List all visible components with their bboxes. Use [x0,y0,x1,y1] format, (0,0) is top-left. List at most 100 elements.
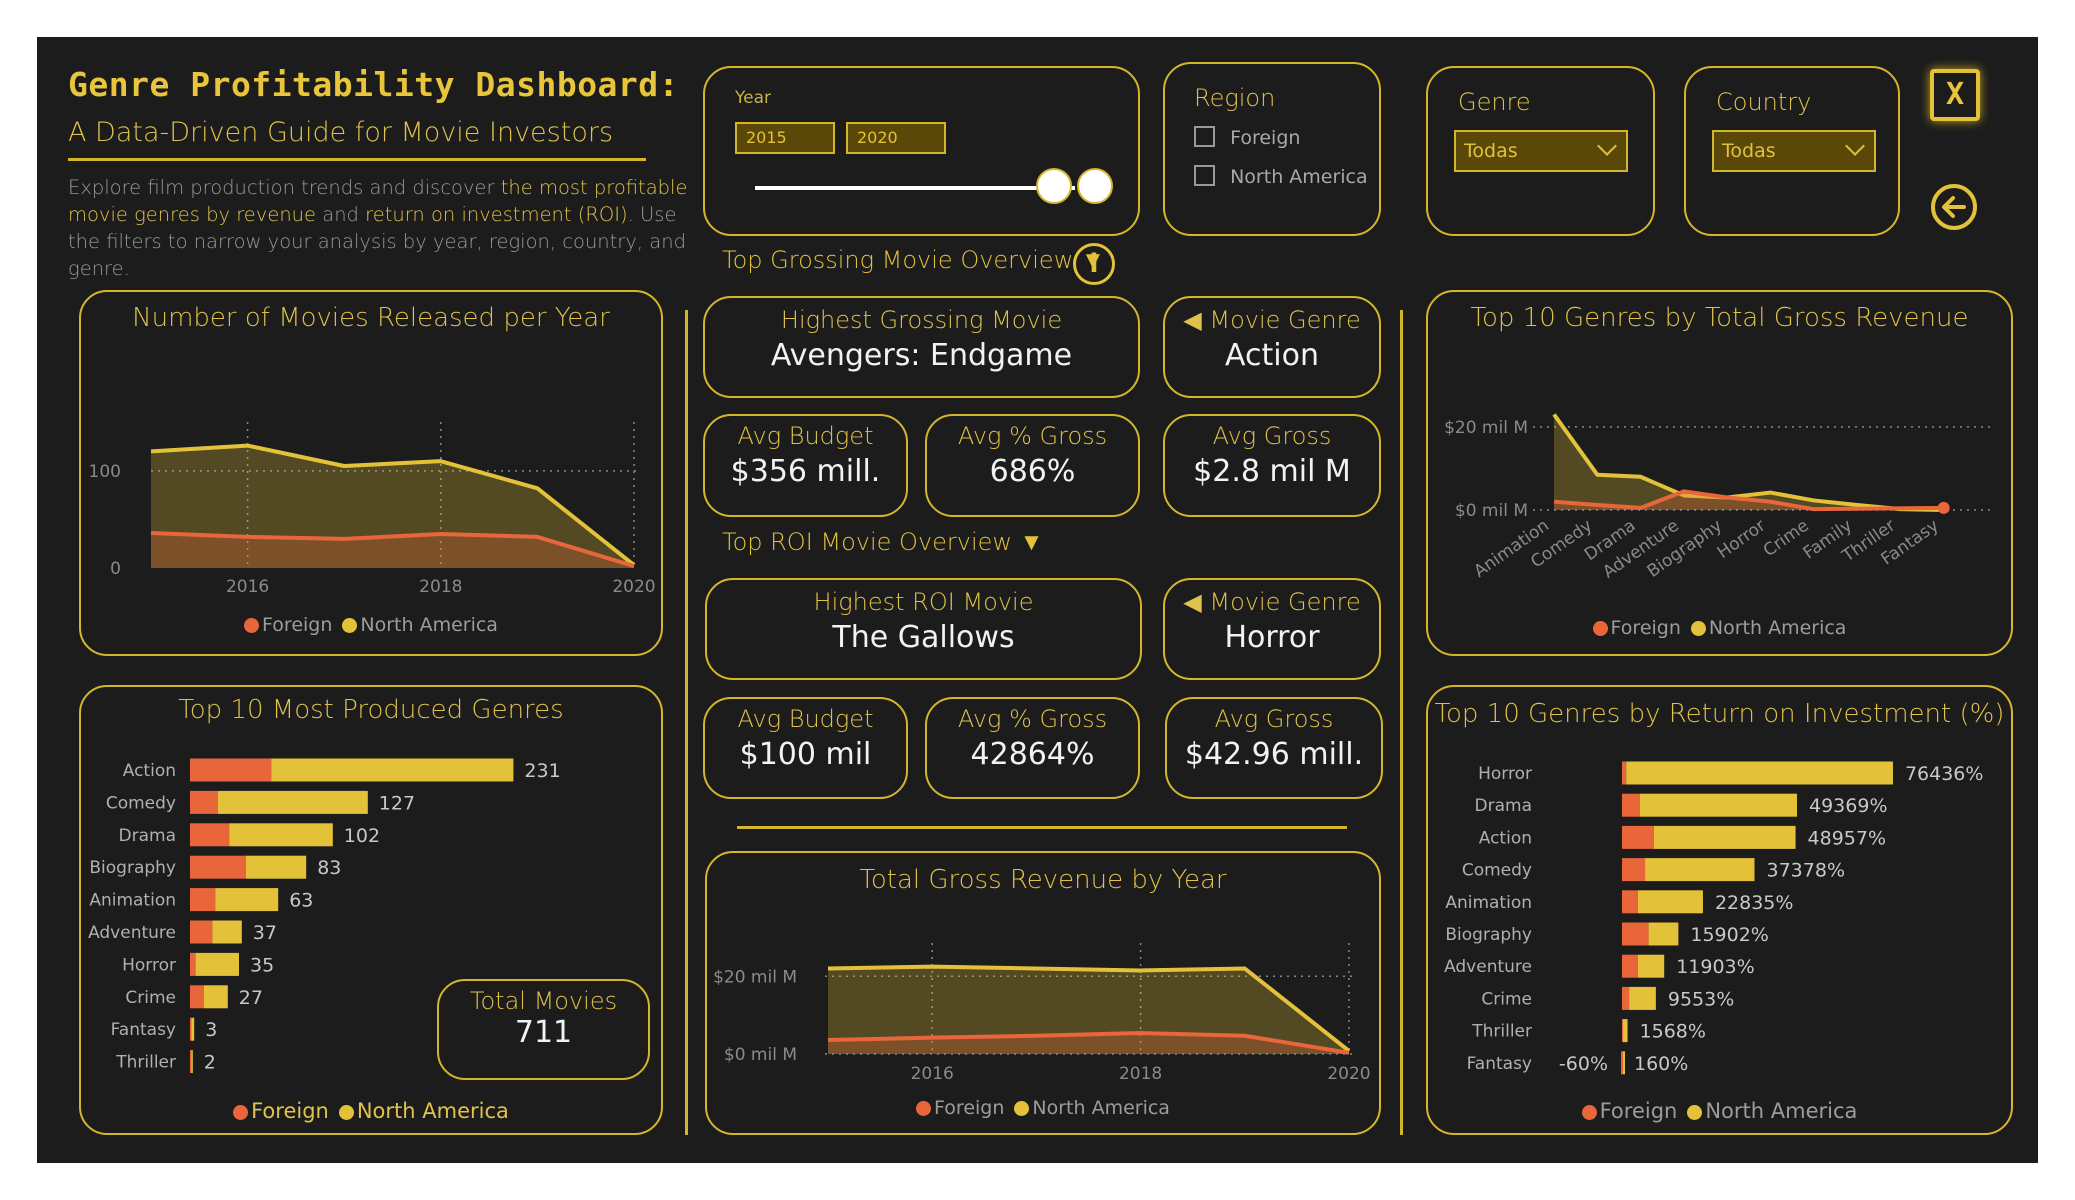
legend-dot-foreign [244,618,260,633]
data-label: 11903% [1676,956,1755,978]
region-option-foreign[interactable]: Foreign [1194,126,1300,152]
back-arrow-icon [1931,184,1977,230]
highest-grossing-card: Highest Grossing Movie Avengers: Endgame [703,296,1140,398]
year-slider-handle-start[interactable] [1036,168,1072,204]
category-label: Comedy [1462,861,1532,881]
chevron-down-icon [1845,136,1865,156]
bar-foreign [190,1017,192,1041]
bar-foreign [1622,825,1654,849]
genre-label: Genre [1458,88,1531,116]
page-title: Genre Profitability Dashboard: [68,65,680,104]
x-tick-label: 2020 [1327,1064,1370,1084]
divider-left [685,310,688,1135]
bar-north-america [246,855,307,879]
top-roi-header[interactable]: Top ROI Movie Overview ▼ [722,528,1044,556]
data-label: -60% [1559,1053,1608,1075]
data-label: 48957% [1808,827,1887,849]
x-tick-label: 2016 [911,1064,954,1084]
legend-dot-north-america [1690,621,1706,636]
bar-foreign [1622,761,1627,785]
data-label: 3 [205,1019,217,1041]
bar-foreign [190,888,216,912]
gross-by-year-panel: Total Gross Revenue by Year $0 mil M $20 … [705,851,1381,1135]
bar-north-america [191,1050,193,1074]
bar-foreign [1622,986,1630,1010]
legend-dot-foreign [1592,621,1608,636]
bar-north-america [191,1017,195,1041]
bar-north-america [195,952,239,976]
category-label: Comedy [106,793,176,813]
country-slicer: Country Todas [1684,66,1900,236]
data-label: 9553% [1668,988,1734,1010]
movies-per-year-chart: 0 100 2016 2018 2020 [89,422,656,597]
y-tick-label: $0 mil M [724,1045,797,1065]
top-grossing-header[interactable]: Top Grossing Movie Overview ▼ [722,246,1105,274]
data-label: 27 [239,987,263,1009]
title-underline [68,158,646,161]
bar-foreign [1622,890,1638,914]
info-button[interactable]: i [1073,243,1115,285]
category-label: Fantasy [1467,1054,1532,1074]
category-label: Action [123,761,176,781]
line-foreign [1553,489,1944,512]
category-label: Drama [1475,796,1532,816]
category-label: Thriller [115,1053,176,1073]
gross-by-year-chart: $0 mil M $20 mil M 2016 2018 2020 [713,943,1371,1084]
legend-dot-north-america [1687,1105,1703,1120]
bar-north-america [1629,986,1656,1010]
chart-title: Top 10 Genres by Return on Investment (%… [1434,699,2005,729]
year-slider-track[interactable] [755,186,1075,190]
data-label: 102 [344,825,380,847]
year-start-input[interactable]: 2015 [735,122,835,154]
data-point-foreign [1937,501,1950,514]
legend-dot-foreign [233,1105,249,1120]
most-produced-genres-panel: Top 10 Most Produced Genres Action 231 Com… [79,685,663,1135]
data-label: 37378% [1767,860,1846,882]
back-button[interactable] [1930,183,1978,231]
data-label: 127 [379,792,415,814]
country-dropdown[interactable]: Todas [1712,130,1876,172]
info-icon: i [1089,249,1099,279]
genre-dropdown[interactable]: Todas [1454,130,1628,172]
bar-foreign [1622,922,1649,946]
area-north-america [828,966,1349,1054]
year-end-input[interactable]: 2020 [846,122,946,154]
y-tick-label: $0 mil M [1455,501,1528,521]
x-tick-label: 2020 [612,577,655,597]
year-slicer: Year 2015 2020 [703,66,1140,236]
bar-north-america [1648,922,1679,946]
bar-north-america [218,790,368,814]
category-label: Horror [1478,764,1532,784]
bar-foreign [1621,1051,1623,1075]
gross-by-genre-chart: $0 mil M$20 mil MAnimationComedyDramaAdv… [1444,413,1993,583]
legend-dot-foreign [1581,1105,1597,1120]
x-tick-label: 2018 [1119,1064,1162,1084]
y-tick-label: 0 [110,559,121,579]
roi-avg-pct-gross-card: Avg % Gross 42864% [925,697,1140,799]
category-label: Biography [1445,925,1532,945]
category-label: Adventure [1444,957,1532,977]
category-label: Fantasy [111,1020,176,1040]
category-label: Animation [89,891,176,911]
region-option-north-america[interactable]: North America [1194,165,1368,191]
bar-foreign [190,790,218,814]
year-slider-handle-end[interactable] [1077,168,1113,204]
bar-north-america [204,985,228,1009]
movies-per-year-panel: Number of Movies Released per Year 0 100 2… [79,290,663,656]
bar-foreign [1622,793,1640,817]
category-label: Crime [125,988,176,1008]
data-label: 83 [317,857,341,879]
checkbox[interactable] [1194,165,1215,186]
bar-north-america [1645,858,1755,882]
country-label: Country [1716,88,1812,116]
chart-legend: Foreign North America [707,1097,1379,1119]
area-foreign [151,533,634,568]
close-button[interactable]: X [1930,69,1980,121]
checkbox[interactable] [1194,126,1215,147]
chart-title: Number of Movies Released per Year [132,303,610,333]
y-tick-label: 100 [89,462,121,482]
bar-foreign [190,855,246,879]
gross-by-genre-panel: Top 10 Genres by Total Gross Revenue $0 … [1426,290,2013,656]
data-label: 2 [204,1052,216,1074]
category-label: Biography [89,858,176,878]
